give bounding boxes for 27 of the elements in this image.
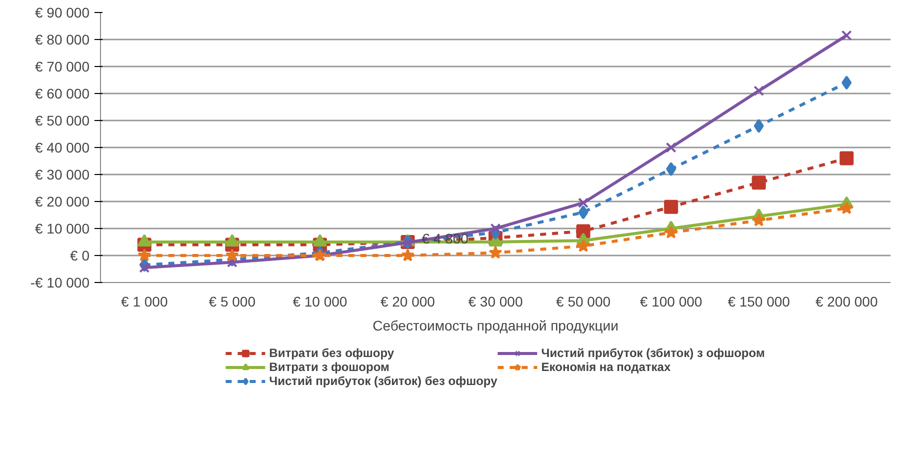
y-tick-label: € 20 000: [35, 194, 90, 210]
y-tick-label: € 90 000: [35, 4, 90, 20]
annotation: € 4 800: [422, 230, 469, 247]
y-tick-label: € 40 000: [35, 140, 90, 156]
legend-label: Чистий прибуток (збиток) без офшору: [269, 374, 498, 388]
y-tick-label: € 70 000: [35, 58, 90, 74]
y-tick-label: € 10 000: [35, 220, 90, 236]
x-tick-label: € 5 000: [208, 294, 256, 310]
legend-label: Витрати з фошором: [269, 360, 390, 374]
x-tick-label: € 50 000: [556, 294, 611, 310]
x-tick-label: € 200 000: [815, 294, 878, 310]
y-tick-label: € 0: [70, 248, 90, 264]
x-axis-title: Себестоимость проданной продукции: [372, 318, 618, 334]
legend-label: Витрати без офшору: [269, 346, 394, 360]
y-tick-label: € 60 000: [35, 86, 90, 102]
legend-label: Економія на податках: [541, 360, 671, 374]
y-tick-label: € 50 000: [35, 112, 90, 128]
y-tick-label: -€ 10 000: [30, 274, 90, 290]
x-tick-label: € 150 000: [728, 294, 790, 310]
y-tick-label: € 80 000: [35, 32, 90, 48]
x-tick-label: € 20 000: [380, 294, 436, 310]
x-tick-label: € 100 000: [640, 294, 702, 310]
legend-label: Чистий прибуток (збиток) з офшором: [541, 346, 765, 360]
x-tick-label: € 10 000: [292, 294, 348, 310]
y-tick-label: € 30 000: [35, 166, 90, 182]
x-tick-label: € 30 000: [468, 294, 523, 310]
x-tick-label: € 1 000: [121, 294, 168, 310]
